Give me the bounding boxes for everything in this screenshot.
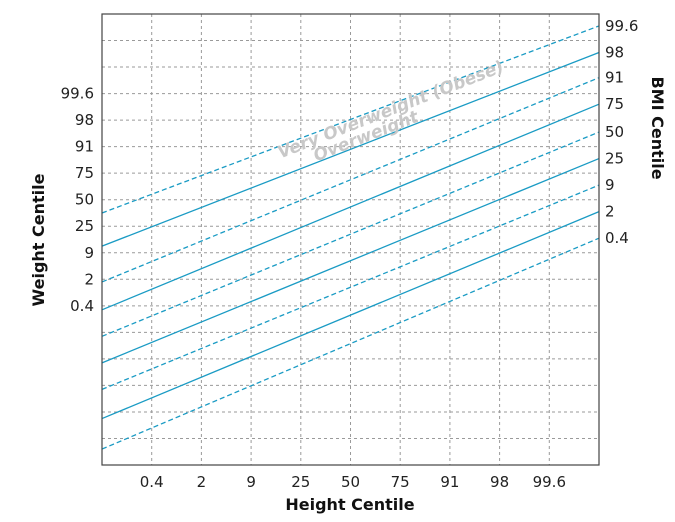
grid-lines: [102, 14, 599, 465]
bmi-tick-labels: 99.6 98 91 75 50 25 9 2 0.4: [605, 17, 638, 247]
x-tick-label: 50: [341, 473, 360, 491]
y-tick-label: 0.4: [70, 297, 94, 315]
x-tick-label: 0.4: [140, 473, 164, 491]
y-tick-label: 2: [84, 270, 94, 288]
bmi-line-9: [101, 184, 600, 390]
x-tick-label: 91: [440, 473, 459, 491]
bmi-tick-label: 9: [605, 176, 615, 194]
bmi-line-99-6: [101, 25, 600, 214]
bmi-tick-label: 91: [605, 69, 624, 87]
bmi-line-91: [101, 77, 600, 283]
x-tick-label: 99.6: [533, 473, 566, 491]
x-tick-labels: 0.4 2 9 25 50 75 91 98 99.6: [140, 473, 566, 491]
x-tick-label: 75: [391, 473, 410, 491]
plot-frame: [101, 13, 600, 466]
bmi-tick-label: 0.4: [605, 229, 629, 247]
y-axis-title: Weight Centile: [29, 173, 48, 306]
bmi-line-50: [101, 131, 600, 337]
bmi-line-0-4: [101, 237, 600, 450]
x-tick-label: 9: [246, 473, 256, 491]
bmi-tick-label: 25: [605, 150, 624, 168]
y-tick-label: 25: [75, 217, 94, 235]
y-tick-label: 9: [84, 244, 94, 262]
y-tick-label: 91: [75, 138, 94, 156]
bmi-axis-title: BMI Centile: [648, 76, 667, 179]
y-tick-label: 99.6: [61, 85, 94, 103]
x-tick-label: 25: [291, 473, 310, 491]
y-tick-label: 50: [75, 191, 94, 209]
band-annotations: Very Overweight (Obese)Overweight: [275, 57, 507, 166]
y-tick-label: 98: [75, 111, 94, 129]
bmi-tick-label: 2: [605, 203, 615, 221]
x-axis-title: Height Centile: [285, 495, 414, 514]
bmi-tick-label: 99.6: [605, 17, 638, 35]
bmi-line-75: [101, 103, 600, 311]
x-tick-label: 2: [197, 473, 207, 491]
y-tick-labels: 0.4 2 9 25 50 75 91 98 99.6: [61, 85, 94, 315]
y-tick-label: 75: [75, 164, 94, 182]
x-tick-label: 98: [490, 473, 509, 491]
bmi-line-98: [101, 51, 600, 247]
bmi-tick-label: 50: [605, 123, 624, 141]
bmi-line-2: [101, 211, 600, 420]
bmi-centile-lines: [101, 25, 600, 450]
bmi-line-25: [101, 157, 600, 364]
bmi-tick-label: 75: [605, 95, 624, 113]
bmi-tick-label: 98: [605, 43, 624, 61]
